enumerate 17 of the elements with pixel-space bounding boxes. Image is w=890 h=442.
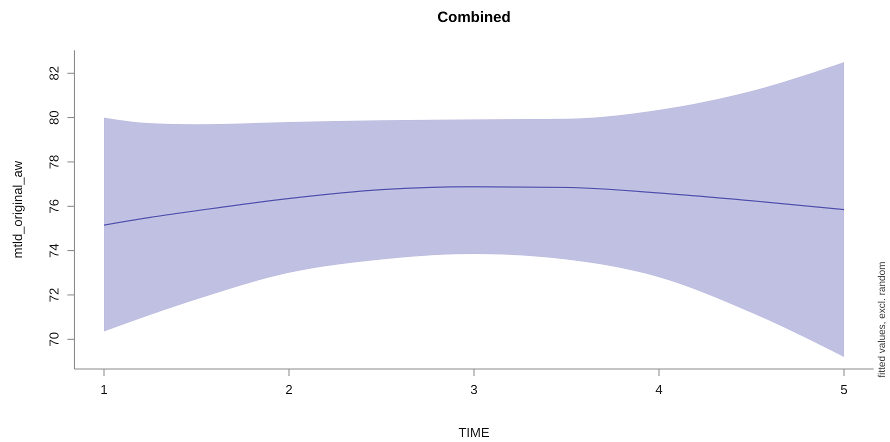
y-axis-title: mtld_original_aw bbox=[10, 160, 25, 258]
x-tick-label: 1 bbox=[100, 382, 108, 397]
y-tick-label: 78 bbox=[46, 154, 62, 170]
y-tick-label: 72 bbox=[46, 288, 62, 302]
y-tick-label: 82 bbox=[46, 66, 62, 80]
x-axis-title: TIME bbox=[458, 425, 490, 440]
y-tick-label: 76 bbox=[46, 199, 62, 214]
x-tick-label: 3 bbox=[470, 382, 478, 397]
text: fitted values, excl. random bbox=[877, 262, 888, 378]
x-tick-label: 4 bbox=[655, 382, 663, 397]
y-tick-label: 74 bbox=[46, 243, 62, 258]
x-tick-label: 2 bbox=[285, 382, 293, 397]
line-series bbox=[103, 186, 845, 226]
chart-title: Combined bbox=[437, 9, 511, 26]
y-tick-label: 80 bbox=[46, 110, 62, 125]
y-tick-label: 70 bbox=[46, 332, 62, 347]
x-tick-label: 5 bbox=[840, 382, 848, 397]
